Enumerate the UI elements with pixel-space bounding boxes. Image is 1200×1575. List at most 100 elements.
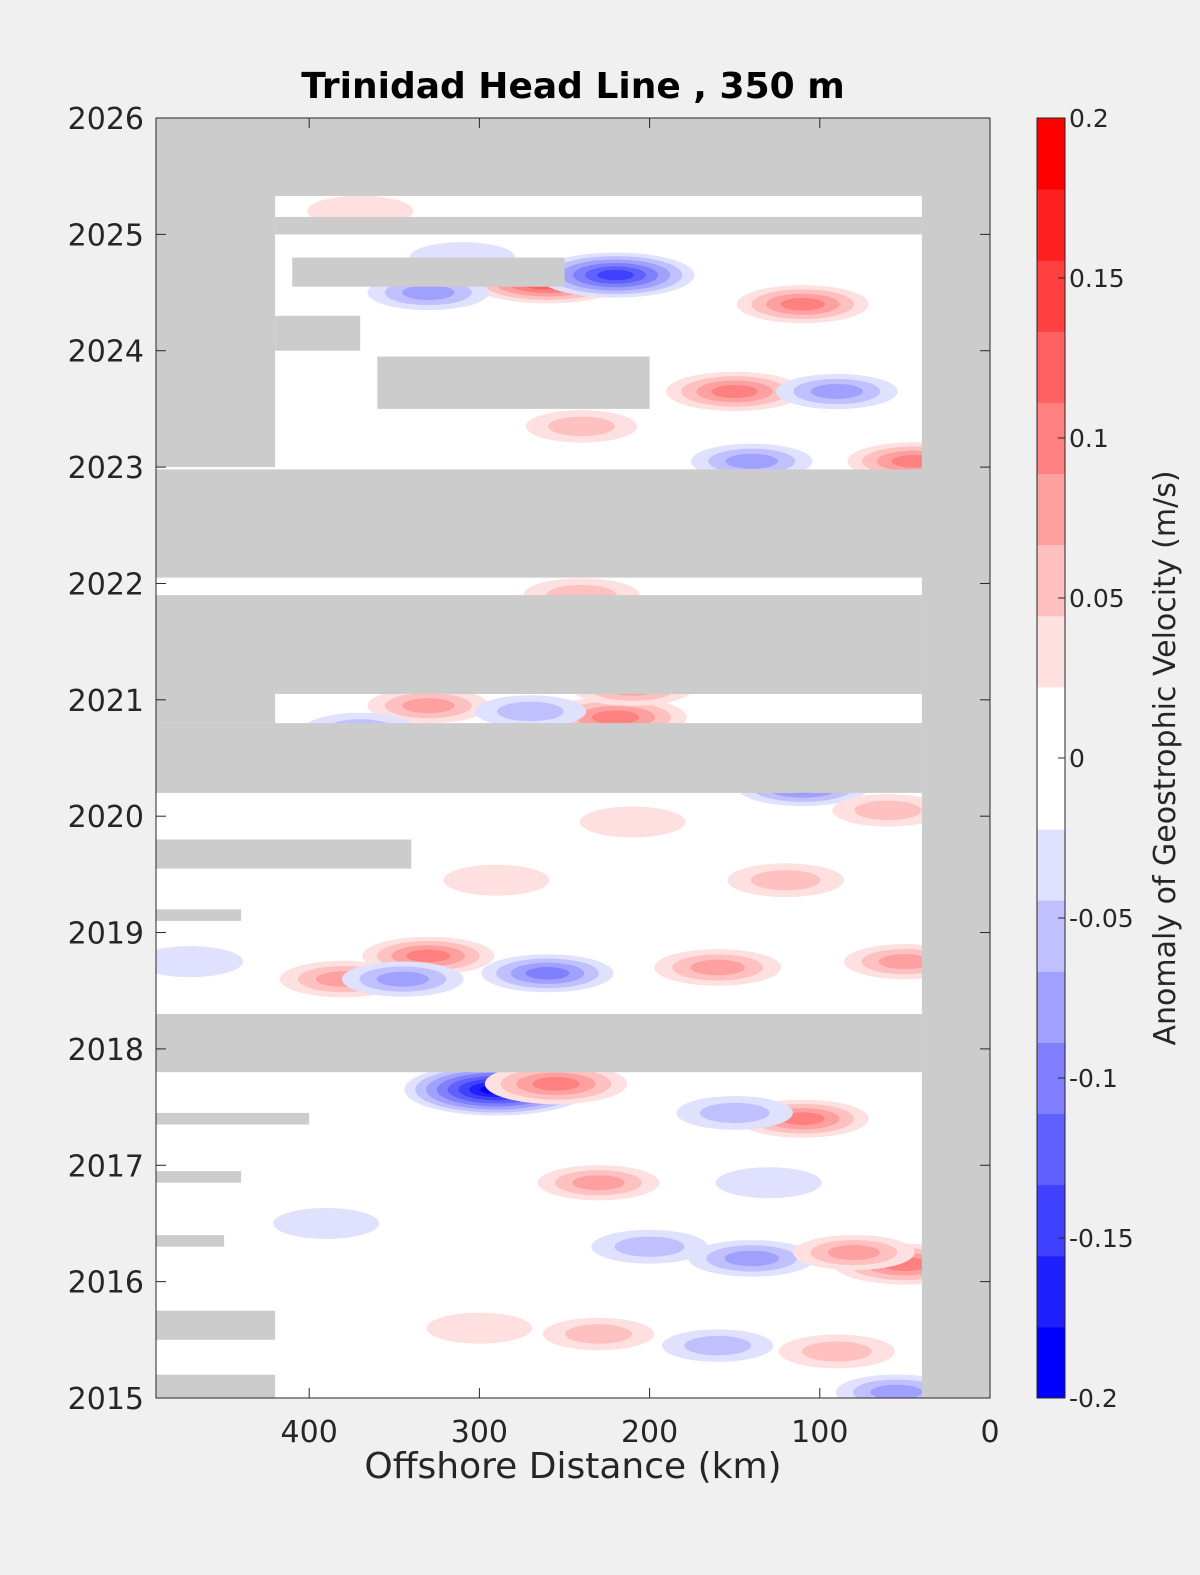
colorbar-swatch — [1037, 331, 1065, 403]
anomaly-blob — [662, 1329, 774, 1362]
colorbar-swatch — [1037, 544, 1065, 617]
anomaly-contour — [690, 959, 745, 976]
no-data-region — [156, 839, 412, 869]
anomaly-contour — [402, 698, 455, 714]
anomaly-blob — [727, 863, 844, 898]
colorbar-swatch — [1037, 1113, 1065, 1186]
anomaly-blob — [443, 864, 550, 896]
anomaly-contour — [402, 285, 455, 301]
anomaly-blob — [273, 1207, 380, 1239]
y-tick-label: 2026 — [68, 102, 144, 137]
anomaly-blob — [341, 961, 464, 997]
colorbar-tick-label: 0.05 — [1069, 584, 1125, 613]
x-axis-label: Offshore Distance (km) — [364, 1446, 781, 1487]
anomaly-contour — [525, 966, 570, 980]
no-data-region — [156, 469, 990, 578]
anomaly-contour — [750, 870, 821, 891]
colorbar-ticks: 0.2 0.15 0.1 0.05 0 -0.05 -0.1 -0.15 -0.2 — [1058, 104, 1134, 1413]
anomaly-contour — [591, 710, 640, 725]
y-axis: 2015 2016 2017 2018 2019 2020 2021 2022 2023 2024… — [68, 102, 990, 1417]
no-data-region — [156, 1235, 225, 1247]
colorbar-swatch — [1037, 971, 1065, 1043]
anomaly-contour — [878, 954, 931, 970]
anomaly-contour — [780, 297, 825, 311]
anomaly-contour — [711, 384, 758, 399]
anomaly-blob — [426, 1312, 533, 1344]
no-data-region — [156, 723, 922, 793]
anomaly-contour — [597, 269, 634, 281]
colorbar-swatch — [1037, 1255, 1065, 1328]
y-tick-label: 2018 — [68, 1033, 144, 1068]
anomaly-contour — [548, 416, 615, 437]
anomaly-contour — [724, 1250, 779, 1267]
anomaly-blob — [542, 1317, 655, 1351]
colorbar-tick-label: 0.1 — [1069, 424, 1109, 453]
anomaly-contour — [827, 1245, 880, 1261]
x-tick-label: 0 — [980, 1415, 999, 1450]
chart-title: Trinidad Head Line , 350 m — [301, 66, 844, 107]
anomaly-contour — [426, 1312, 533, 1344]
x-tick-label: 300 — [451, 1415, 508, 1450]
anomaly-contour — [810, 383, 863, 399]
colorbar-swatch — [1037, 686, 1065, 759]
anomaly-contour — [715, 1167, 822, 1199]
no-data-region — [156, 694, 276, 724]
anomaly-contour — [565, 1324, 632, 1344]
no-data-region — [377, 356, 650, 409]
no-data-region — [292, 257, 565, 287]
no-data-region — [156, 1310, 276, 1340]
no-data-region — [921, 118, 990, 1398]
no-data-region — [156, 118, 990, 196]
no-data-region — [156, 595, 922, 694]
colorbar-tick-label: 0.2 — [1069, 104, 1109, 133]
colorbar-swatch — [1037, 615, 1065, 688]
anomaly-blob — [591, 1229, 708, 1264]
anomaly-contour — [273, 1207, 380, 1239]
colorbar-swatch — [1037, 189, 1065, 261]
anomaly-contour — [497, 701, 564, 722]
anomaly-blob — [715, 1167, 822, 1199]
anomaly-contour — [443, 864, 550, 896]
anomaly-contour — [572, 1175, 625, 1191]
anomaly-blob — [579, 806, 686, 838]
y-tick-label: 2021 — [68, 684, 144, 719]
anomaly-blob — [776, 373, 898, 410]
colorbar-swatch — [1037, 473, 1065, 546]
colorbar-tick-label: -0.1 — [1069, 1064, 1118, 1093]
anomaly-blob — [525, 410, 638, 443]
anomaly-contour — [579, 806, 686, 838]
colorbar-tick-label: -0.15 — [1069, 1224, 1134, 1253]
y-tick-label: 2020 — [68, 800, 144, 835]
anomaly-blob — [537, 1165, 660, 1201]
anomaly-contour — [406, 949, 451, 963]
anomaly-contour — [614, 1236, 685, 1257]
plot-frame — [155, 117, 991, 1399]
anomaly-blob — [778, 1334, 896, 1369]
colorbar-tick-label: 0.15 — [1069, 264, 1125, 293]
no-data-region — [275, 216, 922, 235]
anomaly-blob — [367, 688, 490, 724]
anomaly-blob — [156, 946, 244, 978]
x-tick-label: 400 — [281, 1415, 338, 1450]
anomaly-blob — [474, 695, 587, 728]
anomaly-blob — [481, 954, 614, 993]
colorbar-tick-label: 0 — [1069, 744, 1085, 773]
anomaly-blob — [484, 1063, 628, 1105]
anomaly-contour — [854, 800, 922, 821]
anomaly-blob — [654, 949, 782, 986]
no-data-region — [156, 909, 242, 921]
x-tick-label: 100 — [791, 1415, 848, 1450]
anomaly-contour — [156, 946, 244, 978]
no-data-region — [156, 1171, 242, 1183]
no-data-region — [156, 1014, 922, 1073]
colorbar-tick-label: -0.05 — [1069, 904, 1134, 933]
y-tick-label: 2025 — [68, 218, 144, 253]
y-tick-label: 2017 — [68, 1149, 144, 1184]
no-data-region — [156, 1374, 276, 1398]
colorbar-swatch — [1037, 118, 1065, 190]
y-tick-label: 2024 — [68, 335, 144, 370]
y-tick-label: 2023 — [68, 451, 144, 486]
anomaly-contour — [532, 1077, 580, 1091]
anomaly-blob — [793, 1234, 915, 1271]
